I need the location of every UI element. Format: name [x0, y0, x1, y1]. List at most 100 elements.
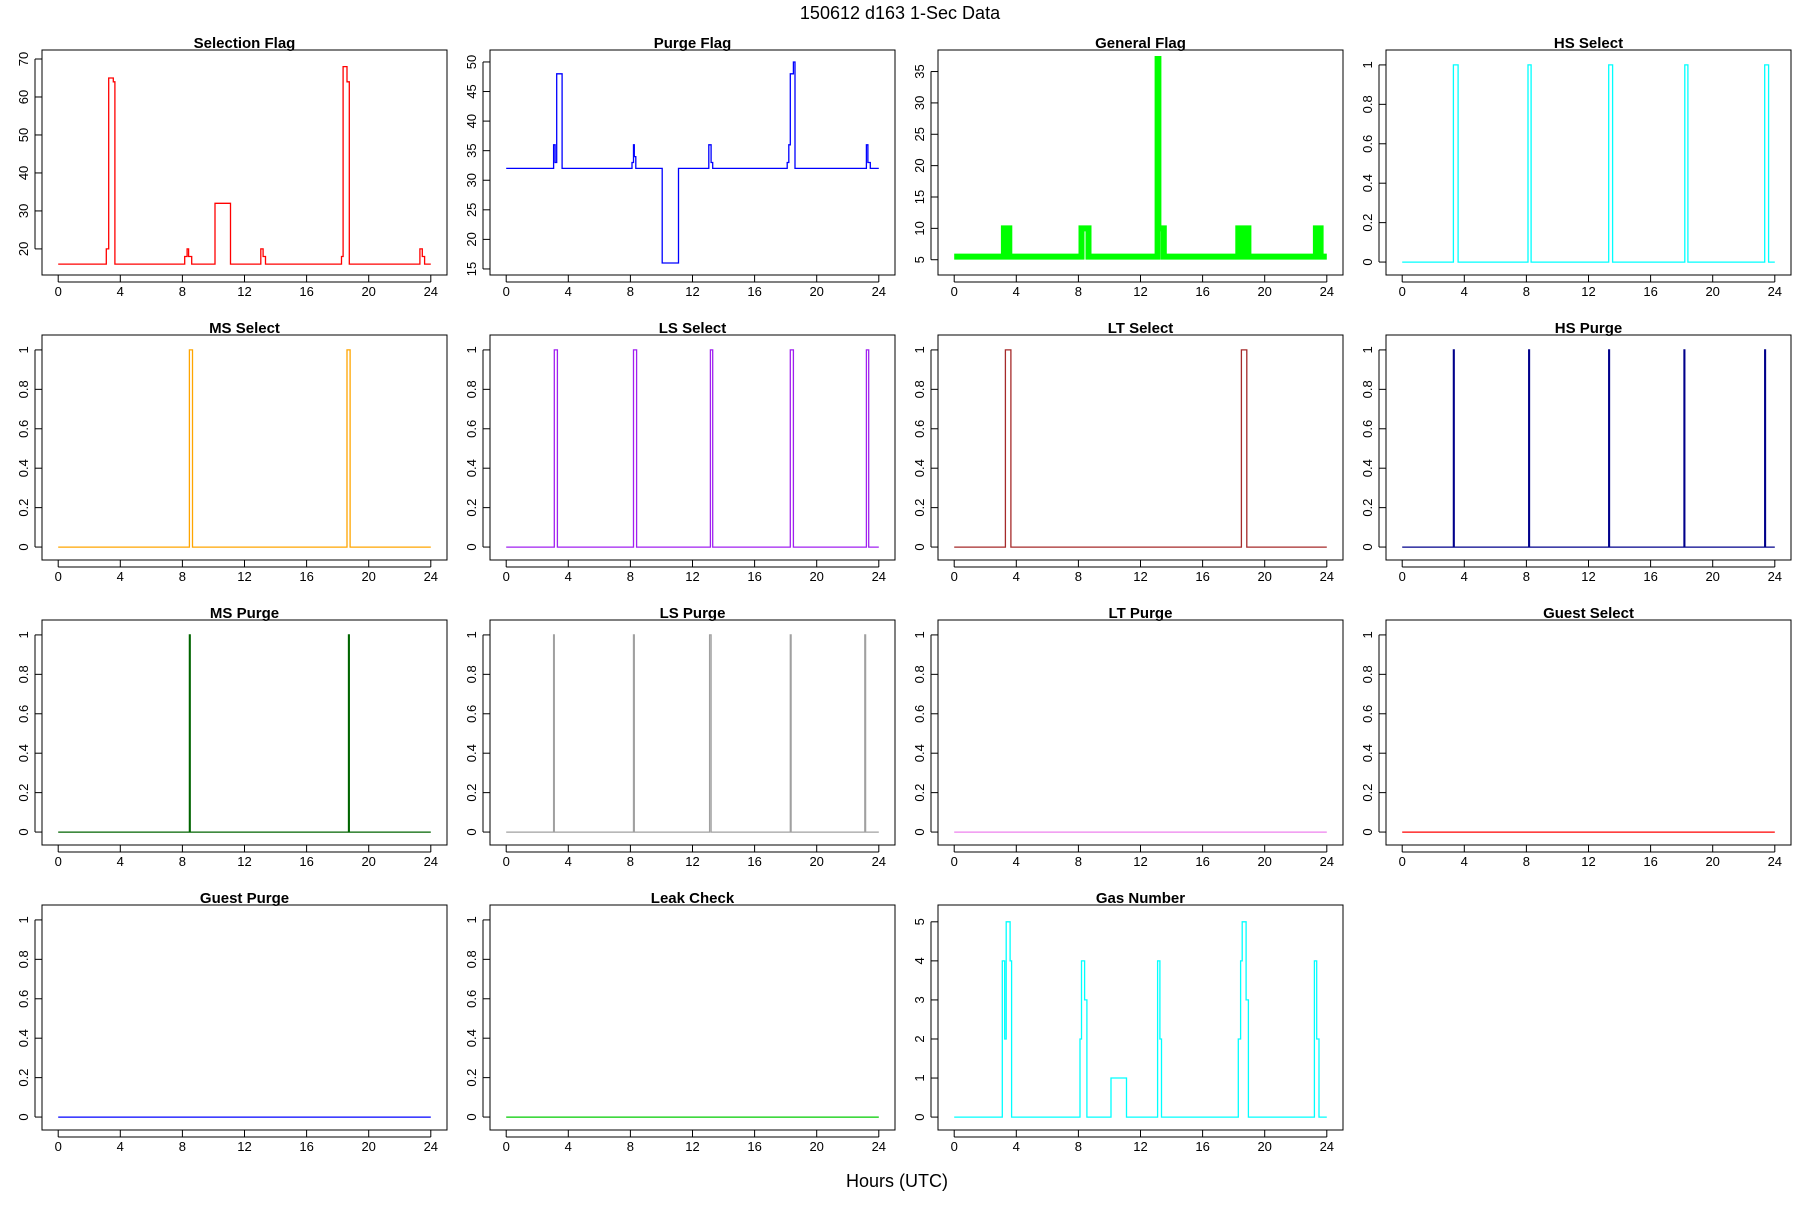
y-tick-label: 0.6 — [16, 990, 31, 1008]
x-tick-label: 16 — [299, 569, 313, 584]
y-tick-label: 0 — [464, 1113, 479, 1120]
x-tick-label: 12 — [237, 569, 251, 584]
x-tick-label: 12 — [1133, 1139, 1147, 1154]
panel-5: LS Select 0 4 8 12 16 20 24 0 0.2 0.4 0.6 0.8 1 — [464, 320, 896, 584]
x-tick-label: 4 — [1013, 854, 1020, 869]
y-tick-label: 1 — [16, 916, 31, 923]
x-tick-label: 20 — [809, 1139, 823, 1154]
y-tick-label: 0 — [464, 828, 479, 835]
x-tick-label: 20 — [361, 569, 375, 584]
panel-10: LT Purge 0 4 8 12 16 20 24 0 0.2 0.4 0.6 0.8 1 — [912, 605, 1344, 869]
x-tick-label: 24 — [424, 569, 438, 584]
x-tick-label: 12 — [685, 1139, 699, 1154]
y-tick-label: 40 — [16, 166, 31, 180]
x-tick-label: 0 — [503, 569, 510, 584]
y-tick-label: 0.4 — [464, 1029, 479, 1047]
y-tick-label: 0 — [16, 828, 31, 835]
x-tick-label: 12 — [237, 1139, 251, 1154]
x-tick-label: 20 — [361, 854, 375, 869]
x-tick-label: 12 — [237, 854, 251, 869]
plot-frame — [489, 49, 896, 276]
x-tick-label: 4 — [117, 854, 124, 869]
series-line — [506, 349, 879, 548]
x-tick-label: 0 — [1399, 284, 1406, 299]
x-tick-label: 24 — [1320, 1139, 1334, 1154]
x-tick-label: 12 — [685, 854, 699, 869]
panel-title: HS Purge — [1555, 320, 1623, 337]
x-tick-label: 16 — [1643, 569, 1657, 584]
y-tick-label: 30 — [912, 96, 927, 110]
y-tick-label: 1 — [912, 1074, 927, 1081]
panel-7: HS Purge 0 4 8 12 16 20 24 0 0.2 0.4 0.6 0.8 1 — [1360, 320, 1792, 584]
x-tick-label: 12 — [1581, 569, 1595, 584]
y-tick-label: 0.8 — [1360, 665, 1375, 683]
y-tick-label: 0 — [912, 543, 927, 550]
x-tick-label: 4 — [1013, 1139, 1020, 1154]
y-tick-label: 0.6 — [464, 705, 479, 723]
y-tick-label: 0.6 — [912, 420, 927, 438]
y-tick-label: 0.8 — [464, 665, 479, 683]
y-tick-label: 1 — [1360, 631, 1375, 638]
x-tick-label: 0 — [503, 1139, 510, 1154]
panel-title: LT Purge — [1109, 605, 1173, 622]
y-tick-label: 35 — [464, 143, 479, 157]
x-tick-label: 12 — [685, 569, 699, 584]
x-tick-label: 8 — [627, 569, 634, 584]
x-tick-label: 4 — [1013, 569, 1020, 584]
plot-frame — [489, 904, 896, 1131]
y-tick-label: 0.2 — [16, 1069, 31, 1087]
x-tick-label: 12 — [237, 284, 251, 299]
x-tick-label: 24 — [872, 569, 886, 584]
x-tick-label: 4 — [1013, 284, 1020, 299]
panel-title: MS Purge — [210, 605, 279, 622]
y-tick-label: 5 — [912, 918, 927, 925]
y-tick-label: 0.2 — [912, 499, 927, 517]
x-tick-label: 8 — [179, 854, 186, 869]
plot-frame — [1385, 334, 1792, 561]
panel-4: MS Select 0 4 8 12 16 20 24 0 0.2 0.4 0.6 0.8 1 — [16, 320, 448, 584]
x-tick-label: 20 — [361, 284, 375, 299]
panel-13: Leak Check 0 4 8 12 16 20 24 0 0.2 0.4 0.6 0.8 1 — [464, 890, 896, 1154]
y-tick-label: 2 — [912, 1035, 927, 1042]
panel-title: Selection Flag — [194, 35, 296, 52]
x-tick-label: 24 — [424, 284, 438, 299]
y-tick-label: 0.2 — [16, 499, 31, 517]
panel-6: LT Select 0 4 8 12 16 20 24 0 0.2 0.4 0.6 0.8 1 — [912, 320, 1344, 584]
y-tick-label: 0 — [1360, 828, 1375, 835]
y-tick-label: 0.4 — [912, 459, 927, 477]
x-tick-label: 24 — [1768, 569, 1782, 584]
y-tick-label: 1 — [912, 346, 927, 353]
y-tick-label: 0.8 — [16, 380, 31, 398]
panel-2: General Flag 0 4 8 12 16 20 24 5 10 15 20 25 30 35 — [912, 35, 1344, 299]
x-tick-label: 16 — [299, 854, 313, 869]
x-tick-label: 16 — [747, 284, 761, 299]
panel-title: MS Select — [209, 320, 280, 337]
y-tick-label: 70 — [16, 52, 31, 66]
plot-frame — [41, 904, 448, 1131]
y-tick-label: 0 — [912, 1113, 927, 1120]
y-tick-label: 60 — [16, 90, 31, 104]
x-tick-label: 24 — [1320, 569, 1334, 584]
y-tick-label: 0 — [464, 543, 479, 550]
x-tick-label: 0 — [55, 854, 62, 869]
x-tick-label: 20 — [1705, 854, 1719, 869]
y-tick-label: 10 — [912, 221, 927, 235]
y-tick-label: 0.6 — [1360, 420, 1375, 438]
y-tick-label: 0.6 — [1360, 705, 1375, 723]
y-tick-label: 0.4 — [1360, 459, 1375, 477]
y-tick-label: 0.2 — [1360, 784, 1375, 802]
y-tick-label: 0.6 — [464, 990, 479, 1008]
x-tick-label: 8 — [179, 1139, 186, 1154]
y-tick-label: 1 — [16, 631, 31, 638]
x-tick-label: 8 — [1075, 284, 1082, 299]
y-tick-label: 0.4 — [464, 459, 479, 477]
y-tick-label: 50 — [16, 128, 31, 142]
x-tick-label: 8 — [1523, 569, 1530, 584]
y-tick-label: 15 — [464, 262, 479, 276]
y-tick-label: 0 — [16, 1113, 31, 1120]
x-tick-label: 4 — [117, 284, 124, 299]
x-tick-label: 24 — [872, 1139, 886, 1154]
